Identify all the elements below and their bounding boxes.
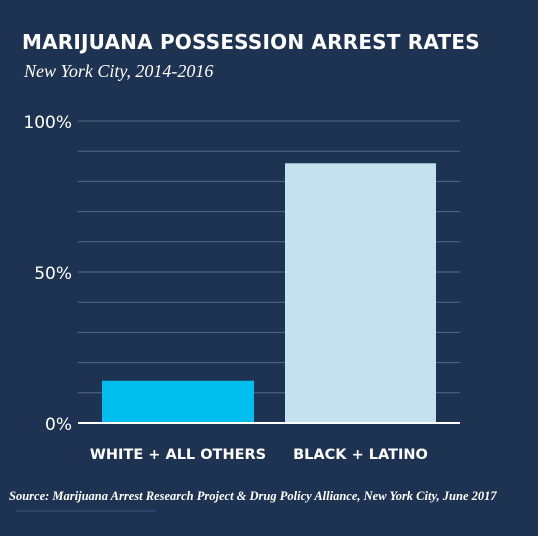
chart-subtitle: New York City, 2014-2016 [24, 61, 214, 81]
source-note: Source: Marijuana Arrest Research Projec… [9, 489, 497, 503]
y-tick-labels: 0% 50% 100% [23, 113, 72, 435]
bar-white-all-others [102, 380, 254, 423]
chart-title: MARIJUANA POSSESSION ARREST RATES [22, 30, 480, 54]
y-tick-label: 100% [23, 113, 72, 133]
x-tick-labels: WHITE + ALL OTHERS BLACK + LATINO [90, 447, 428, 463]
source-divider [16, 510, 156, 512]
y-tick-label: 0% [45, 415, 72, 435]
y-tick-label: 50% [34, 264, 72, 284]
bars [102, 163, 436, 423]
bar-black-latino [285, 163, 436, 423]
x-tick-label: WHITE + ALL OTHERS [90, 447, 266, 463]
bar-chart: 0% 50% 100% WHITE + ALL OTHERS BLACK + LATI… [23, 113, 460, 463]
x-tick-label: BLACK + LATINO [293, 447, 428, 463]
